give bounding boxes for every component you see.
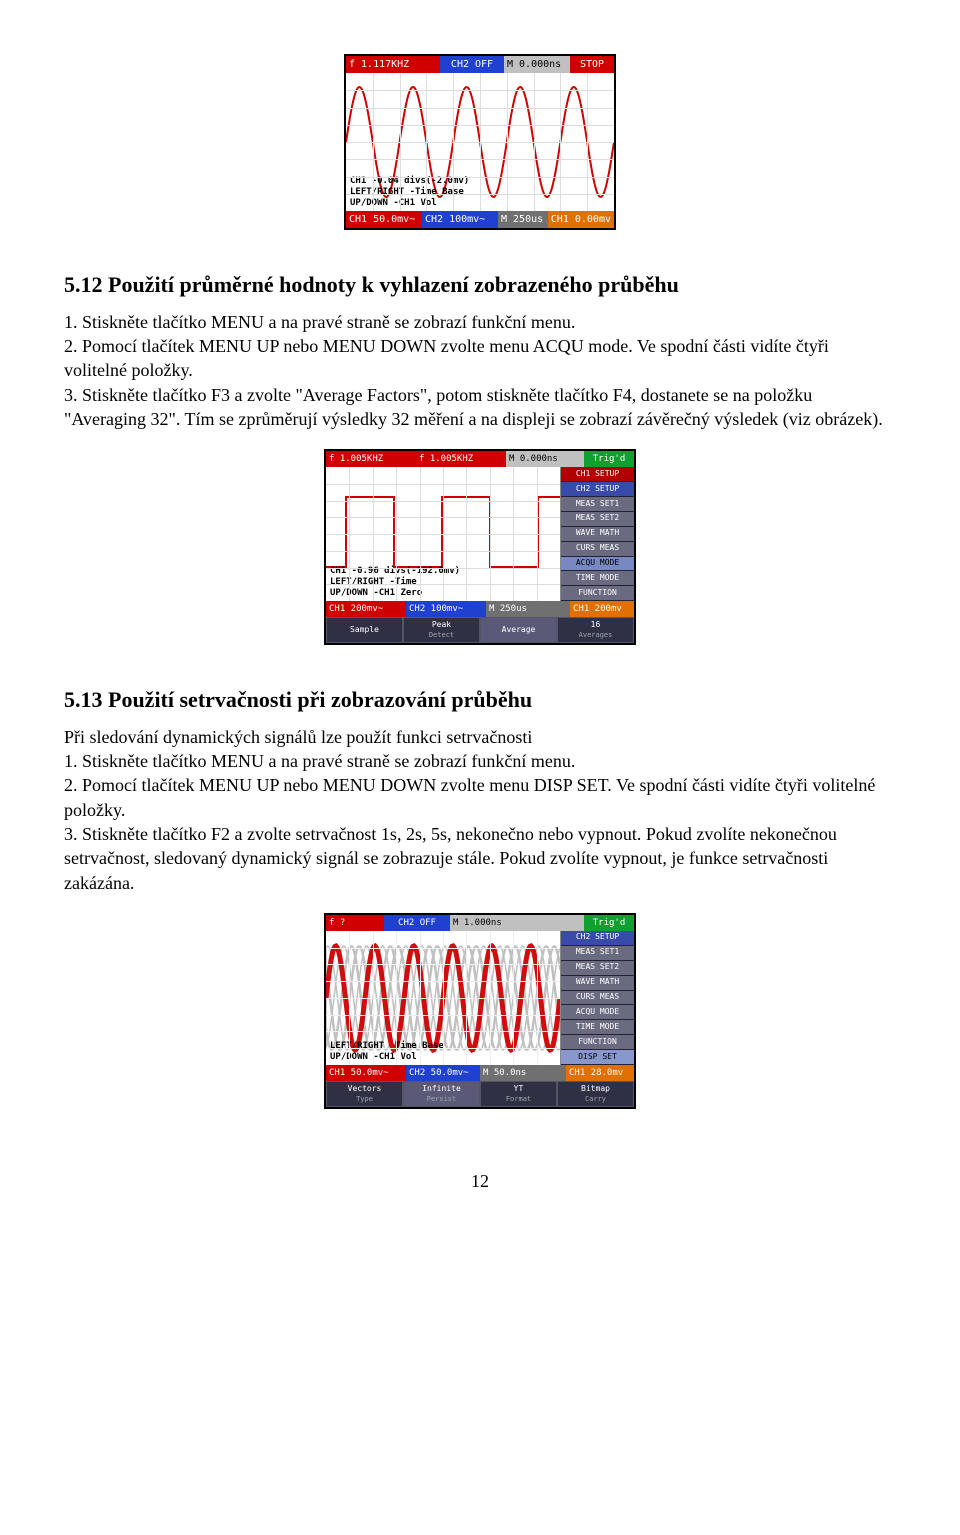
page-number: 12: [64, 1169, 896, 1193]
scope2-menu-item[interactable]: WAVE MATH: [561, 527, 634, 542]
scope2-menu-item[interactable]: CH1 SETUP: [561, 467, 634, 482]
para-5-13: Při sledování dynamických signálů lze po…: [64, 725, 896, 895]
scope3-menu-item[interactable]: ACQU MODE: [561, 1005, 634, 1020]
figure-5-13: f ? CH2 OFF M 1.000ns Trig'd LEFT/RIGHT …: [64, 913, 896, 1109]
scope-2: f 1.005KHZ f 1.005KHZ M 0.000ns Trig'd C…: [324, 449, 636, 645]
scope2-menu-item[interactable]: TIME MODE: [561, 571, 634, 586]
scope2-menu-item[interactable]: MEAS SET1: [561, 497, 634, 512]
scope3-m-label: M 1.000ns: [450, 915, 584, 931]
scope1-ch2-scale: CH2 100mv~: [422, 211, 498, 228]
scope2-softkey[interactable]: 16Averages: [557, 617, 634, 643]
scope3-f-label: f ?: [326, 915, 384, 931]
scope1-bottom-bar: CH1 50.0mv~ CH2 100mv~ M 250us CH1 0.00m…: [346, 211, 614, 228]
scope1-display: CH1 -0.04 divs(-2.0mv) LEFT/RIGHT -Time …: [346, 73, 614, 211]
scope1-top-bar: f 1.117KHZ CH2 OFF M 0.000ns STOP: [346, 56, 614, 73]
scope3-menu-item[interactable]: CH2 SETUP: [561, 931, 634, 946]
scope2-softkey[interactable]: Average: [480, 617, 557, 643]
scope3-softkey[interactable]: YTFormat: [480, 1081, 557, 1107]
figure-5-12a: f 1.117KHZ CH2 OFF M 0.000ns STOP CH1 -0…: [64, 54, 896, 230]
scope-3: f ? CH2 OFF M 1.000ns Trig'd LEFT/RIGHT …: [324, 913, 636, 1109]
scope3-bottom-bar: CH1 50.0mv~ CH2 50.0mv~ M 50.0ns CH1 28.…: [326, 1065, 634, 1081]
scope3-menu-item[interactable]: CURS MEAS: [561, 991, 634, 1006]
scope1-timebase: M 250us: [498, 211, 548, 228]
scope2-ch2-scale: CH2 100mv~: [406, 601, 486, 617]
scope3-ch1-scale: CH1 50.0mv~: [326, 1065, 406, 1081]
scope-1: f 1.117KHZ CH2 OFF M 0.000ns STOP CH1 -0…: [344, 54, 616, 230]
scope3-softkey[interactable]: InfinitePersist: [403, 1081, 480, 1107]
scope2-m-label: M 0.000ns: [506, 451, 584, 467]
scope3-menu-item[interactable]: TIME MODE: [561, 1020, 634, 1035]
scope3-ch2-label: CH2 OFF: [384, 915, 450, 931]
scope2-f2-label: f 1.005KHZ: [416, 451, 506, 467]
scope3-menu-item[interactable]: WAVE MATH: [561, 976, 634, 991]
scope3-overlay-text: LEFT/RIGHT Time Base UP/DOWN -CH1 Vol: [330, 1041, 444, 1063]
scope1-m-label: M 0.000ns: [504, 56, 570, 73]
scope3-timebase: M 50.0ns: [480, 1065, 566, 1081]
figure-5-12b: f 1.005KHZ f 1.005KHZ M 0.000ns Trig'd C…: [64, 449, 896, 645]
scope1-trigger: CH1 0.00mv: [548, 211, 614, 228]
scope2-menu-item[interactable]: CH2 SETUP: [561, 482, 634, 497]
scope3-trig-label: Trig'd: [584, 915, 634, 931]
scope3-trigger: CH1 28.0mv: [566, 1065, 634, 1081]
scope2-f1-label: f 1.005KHZ: [326, 451, 416, 467]
scope3-side-menu: CH2 SETUPMEAS SET1MEAS SET2WAVE MATHCURS…: [561, 931, 634, 1065]
scope3-menu-item[interactable]: DISP SET: [561, 1050, 634, 1065]
scope2-ch1-scale: CH1 200mv~: [326, 601, 406, 617]
scope2-menu-item[interactable]: ACQU MODE: [561, 557, 634, 572]
scope2-side-menu: CH1 SETUPCH2 SETUPMEAS SET1MEAS SET2WAVE…: [561, 467, 634, 601]
scope3-display: LEFT/RIGHT Time Base UP/DOWN -CH1 Vol: [326, 931, 561, 1065]
para-5-12: 1. Stiskněte tlačítko MENU a na pravé st…: [64, 310, 896, 431]
scope1-freq-label: f 1.117KHZ: [346, 56, 440, 73]
scope2-softkeys: SamplePeakDetectAverage16Averages: [326, 617, 634, 643]
heading-5-12: 5.12 Použití průměrné hodnoty k vyhlazen…: [64, 270, 896, 300]
heading-5-13: 5.13 Použití setrvačnosti při zobrazován…: [64, 685, 896, 715]
scope3-menu-item[interactable]: MEAS SET2: [561, 961, 634, 976]
scope2-menu-item[interactable]: FUNCTION: [561, 586, 634, 601]
scope2-menu-item[interactable]: MEAS SET2: [561, 512, 634, 527]
scope1-ch1-scale: CH1 50.0mv~: [346, 211, 422, 228]
scope3-softkey[interactable]: BitmapCarry: [557, 1081, 634, 1107]
scope3-menu-item[interactable]: MEAS SET1: [561, 946, 634, 961]
scope2-trig-label: Trig'd: [584, 451, 634, 467]
scope2-display: CH1 -0.96 divs(-192.0mv) LEFT/RIGHT -Tim…: [326, 467, 561, 601]
scope2-trigger: CH1 200mv: [570, 601, 634, 617]
scope1-stop-label: STOP: [570, 56, 614, 73]
scope3-top-bar: f ? CH2 OFF M 1.000ns Trig'd: [326, 915, 634, 931]
scope2-softkey[interactable]: Sample: [326, 617, 403, 643]
scope2-bottom-bar: CH1 200mv~ CH2 100mv~ M 250us CH1 200mv: [326, 601, 634, 617]
scope2-softkey[interactable]: PeakDetect: [403, 617, 480, 643]
scope3-softkeys: VectorsTypeInfinitePersistYTFormatBitmap…: [326, 1081, 634, 1107]
scope1-ch2-label: CH2 OFF: [440, 56, 504, 73]
scope3-menu-item[interactable]: FUNCTION: [561, 1035, 634, 1050]
scope3-softkey[interactable]: VectorsType: [326, 1081, 403, 1107]
scope1-overlay-text: CH1 -0.04 divs(-2.0mv) LEFT/RIGHT -Time …: [350, 176, 469, 209]
scope2-timebase: M 250us: [486, 601, 570, 617]
scope2-menu-item[interactable]: CURS MEAS: [561, 542, 634, 557]
scope2-top-bar: f 1.005KHZ f 1.005KHZ M 0.000ns Trig'd: [326, 451, 634, 467]
scope3-ch2-scale: CH2 50.0mv~: [406, 1065, 480, 1081]
